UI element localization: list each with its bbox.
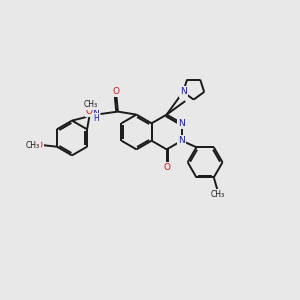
Text: O: O <box>35 141 42 150</box>
Text: N: N <box>178 119 185 128</box>
Text: O: O <box>163 163 170 172</box>
Text: CH₃: CH₃ <box>210 190 224 199</box>
Text: CH₃: CH₃ <box>84 100 98 109</box>
Text: O: O <box>86 107 93 116</box>
Text: N: N <box>180 87 187 96</box>
Text: O: O <box>113 87 120 96</box>
Text: CH₃: CH₃ <box>25 141 39 150</box>
Text: N: N <box>93 109 99 118</box>
Text: N: N <box>178 136 185 145</box>
Text: H: H <box>93 114 99 123</box>
